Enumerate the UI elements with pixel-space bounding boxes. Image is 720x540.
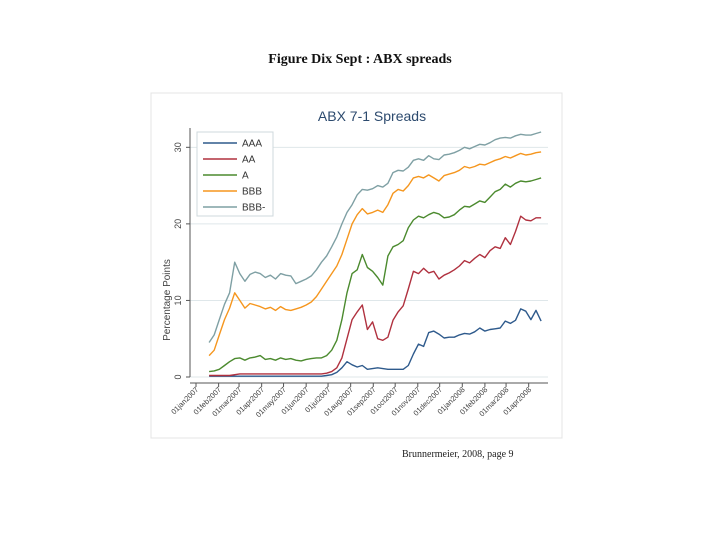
legend-box [196, 131, 274, 217]
legend-label: AA [242, 155, 256, 166]
grid-lines [190, 146, 548, 378]
y-tick-label: 10 [173, 295, 183, 305]
series-line-aa [209, 215, 542, 377]
legend-label: AAA [242, 139, 262, 150]
axes [189, 128, 548, 384]
series-line-bbb [208, 151, 542, 357]
y-axis-label: Percentage Points [162, 259, 173, 341]
legend-label: A [242, 171, 249, 182]
y-tick-label: 30 [173, 142, 183, 152]
series-lines [208, 131, 542, 377]
series-line-aaa [209, 308, 542, 377]
chart-title: ABX 7-1 Spreads [318, 108, 426, 124]
source-note: Brunnermeier, 2008, page 9 [402, 449, 514, 460]
legend-label: BBB [242, 187, 262, 198]
legend-label: BBB- [242, 203, 265, 214]
figure-caption: Figure Dix Sept : ABX spreads [268, 52, 452, 67]
y-tick-label: 0 [173, 374, 183, 379]
chart-border [150, 92, 563, 439]
y-tick-label: 20 [173, 219, 183, 229]
series-line-a [209, 177, 542, 373]
chart-panel: ABX 7-1 Spreads 0 10 20 30 01jan2007 01feb20… [150, 92, 563, 439]
series-line-bbb-minus [208, 131, 542, 343]
y-axis-ticks: 0 10 20 30 [173, 142, 190, 380]
